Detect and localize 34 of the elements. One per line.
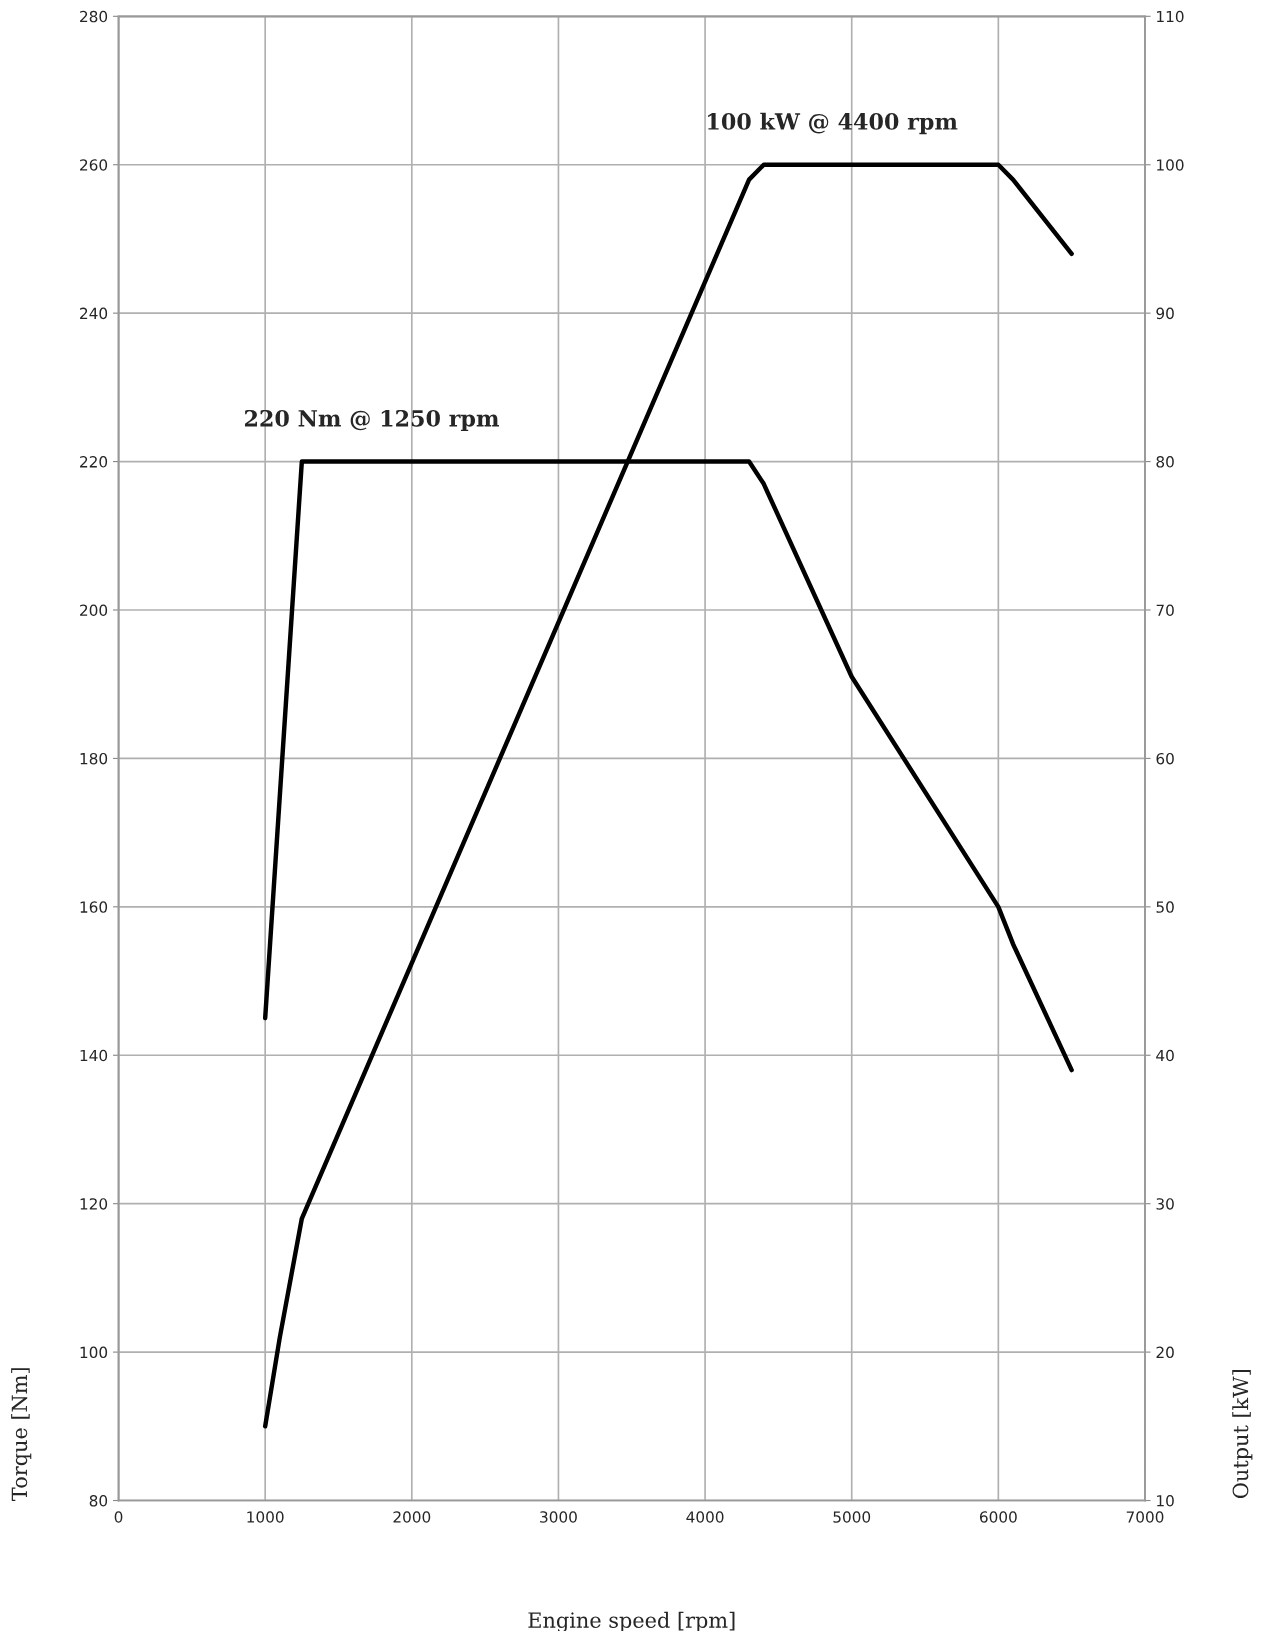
annotation: 220 Nm @ 1250 rpm <box>244 409 499 432</box>
y-tick-label: 220 <box>80 456 108 468</box>
y2-tick-label: 60 <box>1156 752 1174 765</box>
x-tick-label: 2000 <box>393 1511 431 1523</box>
x-tick-label: 4000 <box>686 1511 724 1523</box>
y2-tick-label: 100 <box>1157 159 1184 171</box>
y-tick-label: 160 <box>80 901 108 913</box>
y2-tick-label: 70 <box>1156 604 1174 617</box>
x-tick-label: 3000 <box>540 1511 577 1523</box>
y-tick-label: 100 <box>80 1346 108 1359</box>
x-tick-label: 1000 <box>247 1511 284 1523</box>
y-tick-label: 180 <box>80 752 108 765</box>
y2-tick-label: 80 <box>1156 456 1174 468</box>
y2-tick-label: 10 <box>1157 1494 1174 1507</box>
x-tick-label: 0 <box>114 1511 123 1523</box>
y2-tick-label: 30 <box>1156 1198 1174 1210</box>
y2-tick-label: 110 <box>1157 10 1184 23</box>
y2-tick-label: 50 <box>1156 901 1174 913</box>
y2-tick-label: 90 <box>1156 307 1174 320</box>
y-tick-label: 200 <box>80 604 108 617</box>
y-tick-label: 120 <box>80 1198 108 1210</box>
x-tick-label: 5000 <box>833 1511 871 1523</box>
y-tick-label: 80 <box>89 1494 108 1507</box>
x-tick-label: 7000 <box>1126 1511 1164 1523</box>
y2-tick-label: 40 <box>1156 1049 1174 1062</box>
x-tick-label: 6000 <box>979 1511 1017 1523</box>
y-tick-label: 260 <box>80 159 108 171</box>
y-tick-label: 280 <box>80 10 108 23</box>
annotation: 100 kW @ 4400 rpm <box>708 112 958 135</box>
y-axis-title: Torque [Nm] <box>11 1368 32 1501</box>
y-tick-label: 140 <box>80 1049 108 1062</box>
y-tick-label: 240 <box>80 307 108 320</box>
y2-tick-label: 20 <box>1156 1346 1174 1359</box>
y2-axis-title: Output [kW] <box>1232 1370 1253 1499</box>
